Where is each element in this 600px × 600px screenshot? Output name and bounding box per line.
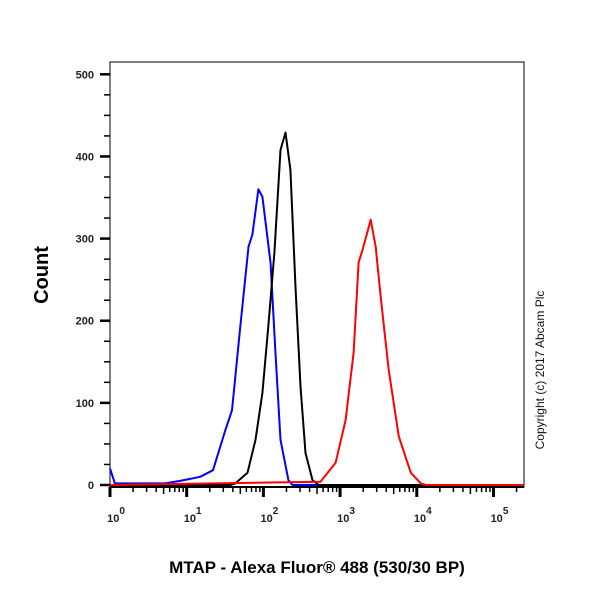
x-tick-label: 100 [107, 506, 125, 525]
x-tick-exponent: 5 [503, 506, 509, 517]
x-tick-base: 10 [184, 513, 196, 525]
y-tick-label: 500 [76, 69, 94, 81]
x-tick-exponent: 1 [196, 506, 202, 517]
x-tick-label: 105 [491, 506, 509, 525]
x-tick-exponent: 2 [273, 506, 279, 517]
series-group [109, 131, 524, 486]
x-tick-base: 10 [260, 513, 272, 525]
y-tick-label: 300 [76, 234, 94, 246]
y-axis-label: Count [31, 246, 53, 304]
x-tick-base: 10 [107, 513, 119, 525]
y-tick-label: 200 [76, 316, 94, 328]
y-axis: 0 100 200 300 400 500 [76, 69, 110, 492]
x-tick-base: 10 [337, 513, 349, 525]
histogram-series-2 [109, 218, 524, 486]
copyright-annotation: Copyright (c) 2017 Abcam Plc [533, 291, 547, 450]
x-tick-exponent: 3 [349, 506, 355, 517]
y-tick-label: 400 [76, 151, 94, 163]
histogram-series-0 [109, 188, 524, 486]
x-tick-label: 104 [414, 506, 432, 525]
x-axis-label: MTAP - Alexa Fluor® 488 (530/30 BP) [169, 558, 465, 577]
x-tick-exponent: 0 [119, 506, 125, 517]
x-tick-exponent: 4 [426, 506, 432, 517]
x-tick-label: 101 [184, 506, 202, 525]
x-tick-base: 10 [491, 513, 503, 525]
x-tick-label: 103 [337, 506, 355, 525]
histogram-series-1 [110, 131, 524, 486]
plot-frame [109, 61, 525, 488]
y-tick-label: 0 [88, 480, 94, 492]
y-tick-label: 100 [76, 398, 94, 410]
x-tick-base: 10 [414, 513, 426, 525]
x-tick-label: 102 [260, 506, 278, 525]
